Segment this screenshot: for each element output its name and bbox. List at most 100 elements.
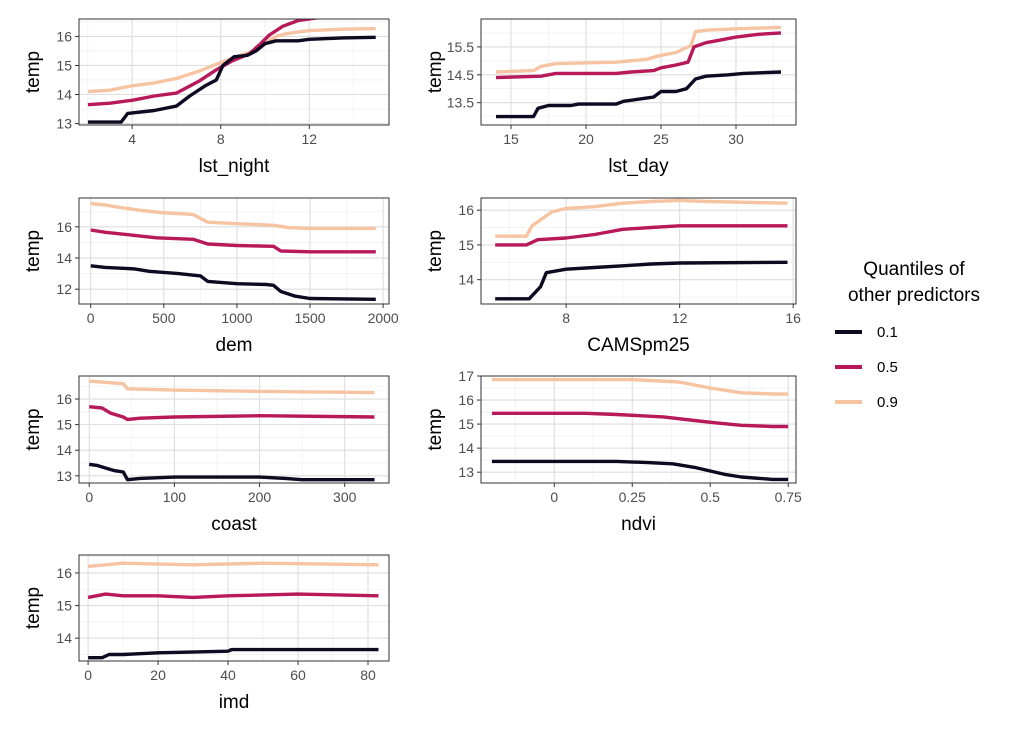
- x-axis-title: CAMSpm25: [587, 335, 689, 356]
- x-tick-label: 16: [785, 310, 801, 326]
- gridlines: [79, 19, 389, 125]
- y-axis-title: temp: [23, 587, 44, 629]
- y-tick-label: 14: [458, 272, 474, 288]
- x-tick-label: 0.25: [619, 489, 646, 505]
- y-tick-label: 13: [56, 468, 72, 484]
- series-line-q05: [87, 592, 379, 600]
- y-tick-label: 15: [458, 237, 474, 253]
- x-axis-title: lst_night: [199, 156, 270, 177]
- x-tick-label: 0: [84, 667, 92, 683]
- x-axis-title: lst_day: [608, 156, 669, 177]
- x-tick-label: 0.75: [775, 489, 802, 505]
- y-tick-label: 13: [56, 116, 72, 132]
- x-tick-label: 20: [578, 131, 594, 147]
- y-tick-label: 17: [458, 368, 474, 384]
- x-tick-label: 8: [217, 131, 225, 147]
- series-line-q01: [495, 260, 788, 301]
- legend: Quantiles of other predictors 0.1 0.5 0.9: [835, 259, 980, 411]
- y-tick-label: 15: [56, 57, 72, 73]
- x-tick-label: 15: [503, 131, 519, 147]
- series-line-q09: [491, 377, 789, 396]
- x-tick-label: 200: [248, 489, 272, 505]
- y-tick-label: 15.5: [447, 39, 474, 55]
- series-group: [491, 377, 789, 482]
- series-line-q05: [495, 224, 788, 247]
- panel-border: [78, 375, 390, 484]
- legend-title-line-2: other predictors: [848, 285, 980, 306]
- series-line-q09: [90, 201, 376, 231]
- panel-imd: 0 20 40 60 80 14 15 16 imd temp: [23, 554, 390, 713]
- x-tick-label: 0: [550, 489, 558, 505]
- series-line-q09: [495, 25, 782, 74]
- x-tick-label: 0: [85, 489, 93, 505]
- y-tick-label: 13.5: [447, 95, 474, 111]
- series-line-q05: [495, 31, 782, 80]
- y-tick-label: 16: [56, 391, 72, 407]
- panel-dem: 0 500 1000 1500 2000 12 14 16 dem temp: [23, 197, 399, 356]
- x-tick-label: 1000: [221, 310, 252, 326]
- y-tick-label: 14: [458, 440, 474, 456]
- x-tick-label: 500: [152, 310, 176, 326]
- y-tick-label: 15: [56, 417, 72, 433]
- y-tick-label: 16: [56, 28, 72, 44]
- legend-label: 0.5: [877, 359, 898, 376]
- panel-CAMSpm25: 8 12 16 14 15 16 CAMSpm25 temp: [425, 197, 801, 356]
- x-tick-label: 80: [360, 667, 376, 683]
- x-tick-label: 20: [150, 667, 166, 683]
- y-tick-label: 15: [56, 598, 72, 614]
- panel-coast: 0 100 200 300 13 14 15 16 coast temp: [23, 375, 390, 535]
- series-line-q01: [88, 462, 375, 482]
- y-tick-label: 16: [458, 202, 474, 218]
- x-tick-label: 300: [333, 489, 357, 505]
- series-group: [87, 19, 376, 124]
- x-tick-label: 12: [301, 131, 317, 147]
- y-axis-title: temp: [23, 408, 44, 450]
- legend-entries: 0.1 0.5 0.9: [835, 324, 898, 411]
- y-tick-label: 15: [458, 416, 474, 432]
- x-tick-label: 60: [290, 667, 306, 683]
- x-tick-label: 30: [728, 131, 744, 147]
- y-tick-label: 16: [56, 219, 72, 235]
- series-group: [88, 379, 375, 482]
- panel-border: [480, 197, 797, 305]
- y-axis-title: temp: [425, 408, 446, 450]
- x-axis-title: dem: [216, 335, 253, 356]
- x-axis-title: coast: [211, 514, 257, 535]
- panel-lst_day: 15 20 25 30 13.5 14.5 15.5 lst_day temp: [425, 18, 797, 177]
- y-axis-title: temp: [425, 51, 446, 93]
- series-line-q01: [496, 70, 782, 119]
- series-group: [495, 198, 788, 301]
- series-group: [90, 201, 376, 301]
- series-line-q05: [491, 411, 789, 429]
- panel-border: [78, 197, 390, 305]
- panel-border: [78, 554, 390, 662]
- x-tick-label: 1500: [294, 310, 325, 326]
- series-line-q09: [87, 561, 379, 569]
- legend-label: 0.1: [877, 324, 898, 341]
- legend-entry: 0.1: [835, 324, 898, 341]
- x-axis-title: imd: [219, 692, 250, 713]
- x-axis-title: ndvi: [621, 514, 656, 535]
- x-tick-label: 8: [562, 310, 570, 326]
- y-tick-label: 16: [56, 565, 72, 581]
- y-tick-label: 12: [56, 281, 72, 297]
- series-line-q05: [89, 405, 375, 422]
- series-line-q01: [87, 35, 376, 124]
- legend-entry: 0.5: [835, 359, 898, 376]
- y-axis-title: temp: [23, 51, 44, 93]
- x-tick-label: 0.5: [700, 489, 720, 505]
- x-tick-label: 100: [163, 489, 187, 505]
- gridlines: [79, 376, 389, 483]
- series-line-q05: [90, 228, 376, 254]
- panel-border: [78, 18, 390, 126]
- y-axis-title: temp: [23, 230, 44, 272]
- x-tick-label: 4: [128, 131, 136, 147]
- series-line-q01: [491, 459, 789, 482]
- panel-lst_night: 4 8 12 13 14 15 16 lst_night temp: [23, 18, 390, 177]
- y-tick-label: 14: [56, 442, 72, 458]
- y-tick-label: 14: [56, 87, 72, 103]
- y-axis-title: temp: [425, 230, 446, 272]
- x-tick-label: 25: [653, 131, 669, 147]
